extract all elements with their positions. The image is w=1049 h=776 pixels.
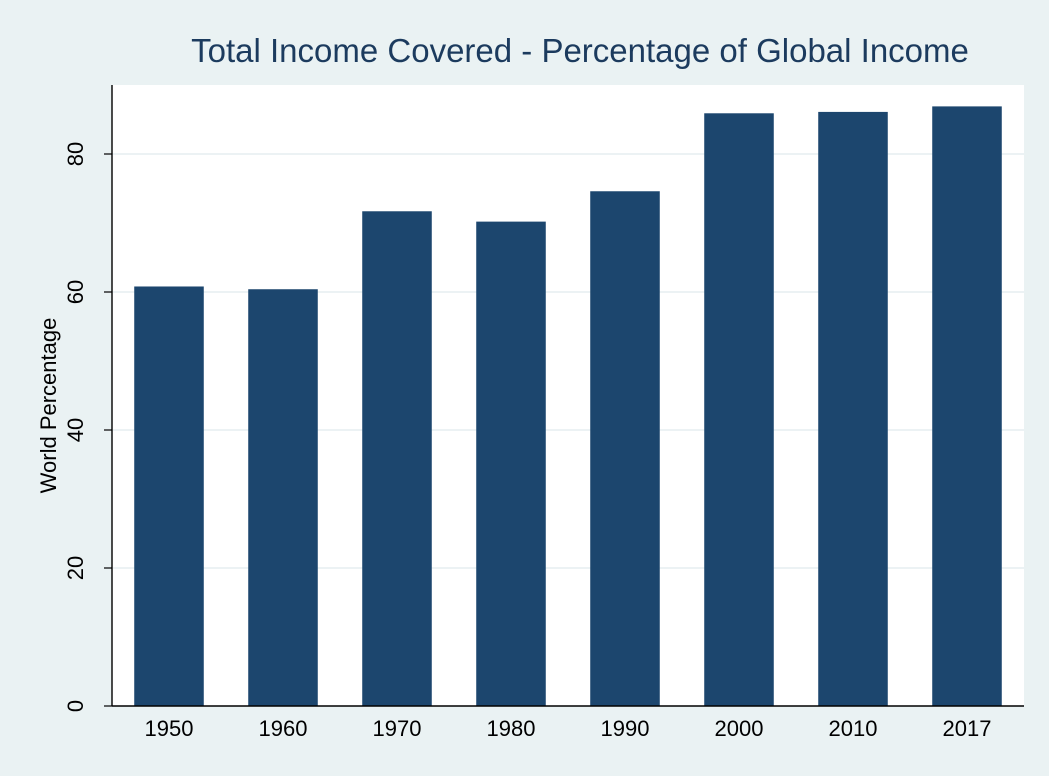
axes: 0 20 40 60 80 1950 1960 1970 1980 1990 2000 2010 201… <box>63 85 1024 741</box>
x-tick-label: 1960 <box>259 716 308 741</box>
y-tick-label: 60 <box>63 280 88 304</box>
bar-1980 <box>476 221 546 706</box>
x-tick-label: 2010 <box>829 716 878 741</box>
bar-1950 <box>134 286 204 706</box>
x-tick-label: 1990 <box>601 716 650 741</box>
x-tick-label: 2000 <box>715 716 764 741</box>
y-tick-label: 40 <box>63 418 88 442</box>
bar-2000 <box>704 113 774 707</box>
chart-title: Total Income Covered - Percentage of Glo… <box>191 32 969 69</box>
y-tick-label: 20 <box>63 556 88 580</box>
bar-1970 <box>362 211 432 706</box>
y-tick-label: 80 <box>63 142 88 166</box>
bar-2010 <box>818 111 888 706</box>
bar-1990 <box>590 191 660 706</box>
bar-2017 <box>932 106 1002 706</box>
x-tick-label: 2017 <box>943 716 992 741</box>
y-axis-title: World Percentage <box>36 318 61 494</box>
x-tick-label: 1950 <box>145 716 194 741</box>
y-tick-label: 0 <box>63 700 88 712</box>
bars <box>134 106 1002 707</box>
bar-1960 <box>248 289 318 706</box>
x-tick-label: 1970 <box>373 716 422 741</box>
x-tick-label: 1980 <box>487 716 536 741</box>
